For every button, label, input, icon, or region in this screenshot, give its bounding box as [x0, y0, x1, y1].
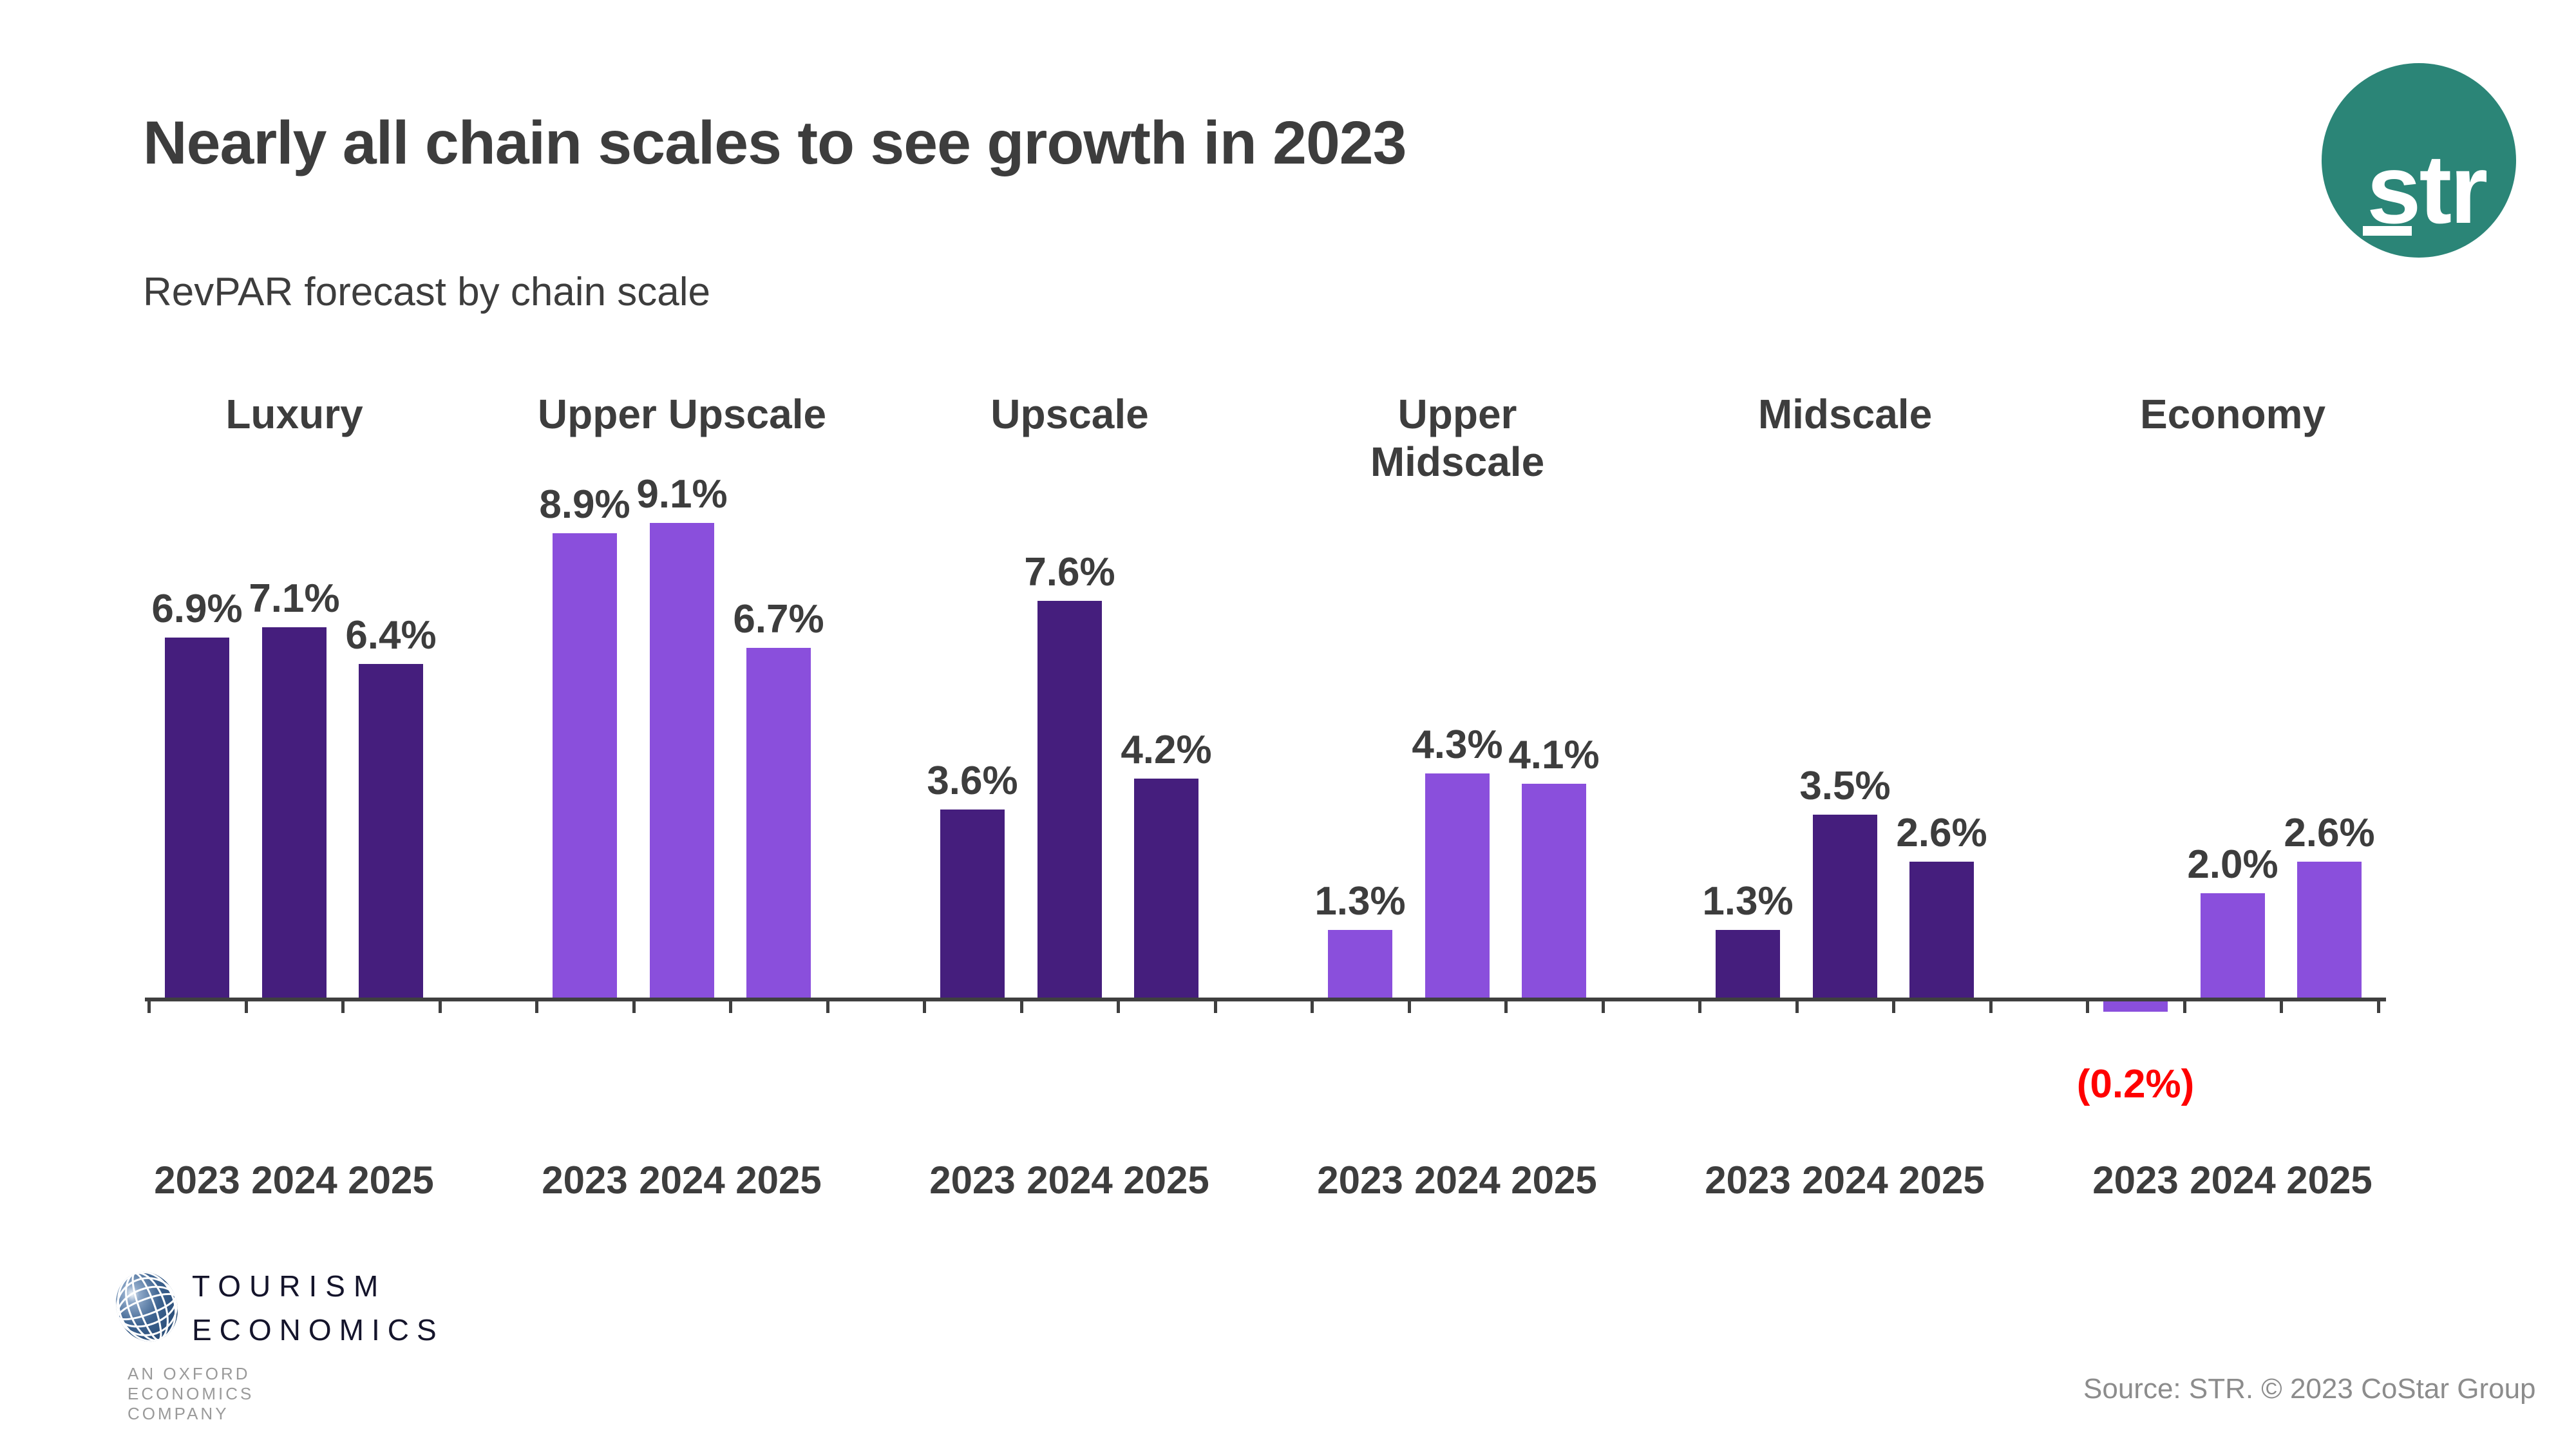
year-label: 2024 — [2190, 1159, 2276, 1202]
year-label: 2024 — [639, 1159, 725, 1202]
axis-tick — [1408, 998, 1411, 1013]
value-label: 2.6% — [2284, 811, 2375, 855]
axis-tick — [1020, 998, 1023, 1013]
value-label: 6.7% — [733, 597, 824, 641]
axis-tick — [439, 998, 442, 1013]
value-label: 7.6% — [1024, 550, 1115, 594]
axis-tick — [1795, 998, 1799, 1013]
bar-upper-upscale-2023 — [553, 533, 617, 998]
value-label: 7.1% — [249, 576, 340, 621]
group-header-luxury: Luxury — [225, 391, 363, 437]
bar-upper-upscale-2025 — [746, 648, 811, 998]
bar-midscale-2025 — [1909, 862, 1974, 998]
bar-upscale-2024 — [1037, 601, 1102, 998]
year-label: 2023 — [1317, 1159, 1403, 1202]
axis-tick — [1602, 998, 1605, 1013]
bar-economy-2025 — [2297, 862, 2362, 998]
bar-upper-midscale-2023 — [1328, 930, 1392, 998]
bar-luxury-2024 — [262, 627, 327, 998]
year-label: 2025 — [1123, 1159, 1209, 1202]
str-logo: str — [2322, 63, 2516, 258]
axis-tick — [1214, 998, 1217, 1013]
year-label: 2024 — [1027, 1159, 1113, 1202]
axis-tick — [1117, 998, 1120, 1013]
group-header-upper-midscale: Upper Midscale — [1370, 391, 1545, 485]
source-note: Source: STR. © 2023 CoStar Group — [2083, 1373, 2536, 1405]
axis-tick — [1698, 998, 1701, 1013]
year-label: 2025 — [348, 1159, 434, 1202]
value-label: 6.4% — [345, 613, 437, 658]
tourism-economics-line2: ECONOMICS — [192, 1313, 444, 1347]
value-label: 6.9% — [151, 587, 243, 631]
str-logo-underline-icon — [2363, 226, 2412, 236]
x-axis — [145, 998, 2386, 1001]
axis-tick — [632, 998, 636, 1013]
value-label: 2.0% — [2187, 842, 2278, 887]
axis-tick — [729, 998, 732, 1013]
axis-tick — [1504, 998, 1508, 1013]
value-label: 4.1% — [1508, 733, 1600, 777]
axis-tick — [341, 998, 345, 1013]
value-label: 2.6% — [1896, 811, 1987, 855]
year-label: 2025 — [1899, 1159, 1985, 1202]
axis-tick — [2377, 998, 2380, 1013]
bar-midscale-2024 — [1813, 815, 1877, 998]
year-label: 2023 — [1705, 1159, 1791, 1202]
value-label: 3.5% — [1799, 764, 1891, 808]
bar-midscale-2023 — [1716, 930, 1780, 998]
axis-tick — [245, 998, 248, 1013]
page-title: Nearly all chain scales to see growth in… — [143, 109, 1406, 177]
group-header-economy: Economy — [2139, 391, 2326, 437]
tourism-economics-line1: TOURISM — [192, 1269, 387, 1303]
year-label: 2025 — [735, 1159, 822, 1202]
value-label: 1.3% — [1314, 879, 1406, 923]
axis-tick — [826, 998, 829, 1013]
value-label: 4.2% — [1121, 728, 1212, 772]
group-header-midscale: Midscale — [1757, 391, 1933, 437]
year-label: 2025 — [1511, 1159, 1597, 1202]
axis-tick — [2280, 998, 2283, 1013]
axis-tick — [2183, 998, 2186, 1013]
axis-tick — [147, 998, 151, 1013]
year-label: 2024 — [251, 1159, 337, 1202]
group-header-upper-upscale: Upper Upscale — [537, 391, 827, 437]
year-label: 2023 — [2092, 1159, 2179, 1202]
group-header-upscale: Upscale — [990, 391, 1149, 437]
year-label: 2023 — [542, 1159, 628, 1202]
bar-upper-upscale-2024 — [650, 523, 714, 998]
bar-upscale-2025 — [1134, 779, 1198, 998]
year-label: 2023 — [929, 1159, 1016, 1202]
value-label: 9.1% — [636, 472, 728, 516]
bar-upper-midscale-2024 — [1425, 773, 1490, 998]
value-label: 8.9% — [539, 482, 630, 527]
value-label: 3.6% — [927, 759, 1018, 803]
str-logo-text: str — [2367, 135, 2488, 244]
tourism-economics-tagline: AN OXFORD ECONOMICS COMPANY — [128, 1364, 254, 1423]
year-label: 2024 — [1802, 1159, 1888, 1202]
year-label: 2024 — [1414, 1159, 1501, 1202]
bar-upper-midscale-2025 — [1522, 784, 1586, 998]
bar-luxury-2025 — [359, 664, 423, 998]
bar-economy-2024 — [2201, 893, 2265, 998]
axis-tick — [1989, 998, 1993, 1013]
globe-icon — [115, 1271, 178, 1343]
value-label: 1.3% — [1702, 879, 1794, 923]
value-label: (0.2%) — [2076, 1062, 2195, 1106]
value-label: 4.3% — [1412, 723, 1503, 767]
year-label: 2023 — [154, 1159, 240, 1202]
bar-economy-2023 — [2103, 1001, 2168, 1012]
chart-subtitle: RevPAR forecast by chain scale — [143, 270, 711, 314]
axis-tick — [923, 998, 926, 1013]
axis-tick — [2086, 998, 2089, 1013]
bar-luxury-2023 — [165, 638, 229, 998]
bar-upscale-2023 — [940, 810, 1005, 998]
axis-tick — [1311, 998, 1314, 1013]
year-label: 2025 — [2286, 1159, 2372, 1202]
axis-tick — [535, 998, 538, 1013]
axis-tick — [1892, 998, 1895, 1013]
